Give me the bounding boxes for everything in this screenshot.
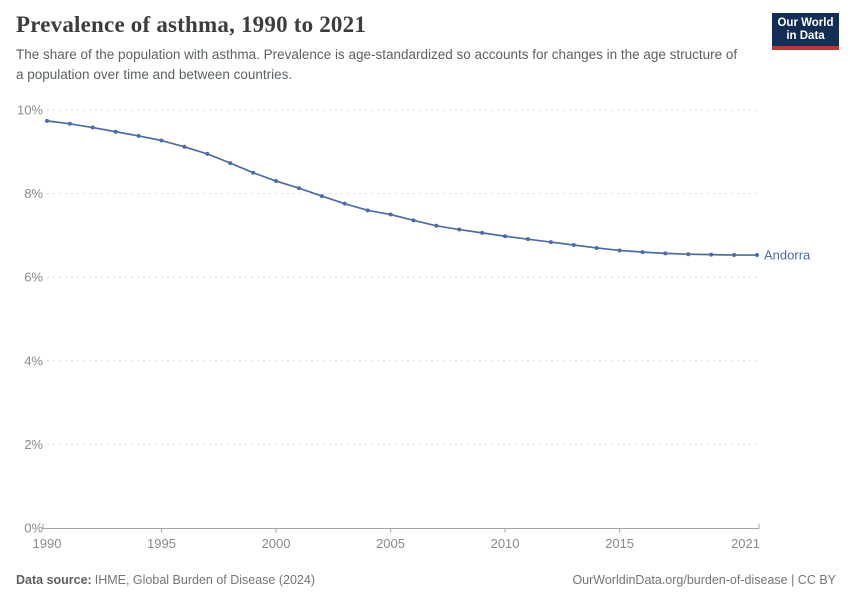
data-point[interactable] — [732, 253, 737, 258]
data-point[interactable] — [594, 245, 599, 250]
data-point[interactable] — [571, 243, 576, 248]
data-point[interactable] — [640, 250, 645, 255]
data-point[interactable] — [45, 118, 49, 123]
series-line-andorra[interactable] — [46, 120, 758, 256]
data-point[interactable] — [113, 129, 118, 134]
data-point[interactable] — [251, 170, 256, 175]
y-tick-label: 10% — [17, 103, 43, 118]
data-point[interactable] — [159, 138, 164, 143]
y-tick-label: 2% — [24, 437, 43, 452]
x-tick-label: 2015 — [605, 536, 634, 551]
chart-subtitle: The share of the population with asthma.… — [16, 47, 738, 83]
data-point[interactable] — [457, 227, 462, 232]
data-point[interactable] — [205, 151, 210, 156]
x-tick-label: 2005 — [376, 536, 405, 551]
owid-logo-line2: in Data — [786, 29, 825, 42]
data-point[interactable] — [67, 121, 72, 126]
chart-footer: Data source: IHME, Global Burden of Disea… — [16, 573, 836, 587]
y-tick-label: 0% — [24, 521, 43, 536]
chart-title: Prevalence of asthma, 1990 to 2021 — [16, 12, 367, 37]
y-tick-label: 8% — [24, 186, 43, 201]
data-point[interactable] — [755, 253, 759, 258]
data-point[interactable] — [296, 186, 301, 191]
x-tick-label: 2000 — [262, 536, 291, 551]
data-point[interactable] — [182, 144, 187, 149]
owid-citation-link[interactable]: OurWorldinData.org/burden-of-disease | C… — [572, 573, 836, 587]
data-point[interactable] — [503, 234, 508, 239]
data-source-label: Data source: — [16, 573, 92, 587]
data-point[interactable] — [365, 208, 370, 213]
data-source-text: IHME, Global Burden of Disease (2024) — [94, 573, 315, 587]
y-tick-label: 6% — [24, 270, 43, 285]
data-point[interactable] — [136, 133, 141, 138]
data-point[interactable] — [709, 252, 714, 257]
x-tick-label: 2010 — [491, 536, 520, 551]
data-point[interactable] — [617, 248, 622, 253]
data-point[interactable] — [434, 223, 439, 228]
data-point[interactable] — [411, 218, 416, 223]
data-source: Data source: IHME, Global Burden of Disea… — [16, 573, 315, 587]
data-point[interactable] — [388, 212, 393, 217]
data-point[interactable] — [90, 125, 95, 130]
data-point[interactable] — [480, 230, 485, 235]
series-label-andorra[interactable]: Andorra — [764, 248, 811, 263]
chart-header: Prevalence of asthma, 1990 to 2021 The s… — [16, 12, 834, 86]
owid-logo[interactable]: Our World in Data — [772, 13, 839, 50]
data-point[interactable] — [274, 179, 279, 184]
x-tick-label: 1995 — [147, 536, 176, 551]
data-point[interactable] — [686, 252, 691, 257]
data-point[interactable] — [525, 237, 530, 242]
data-point[interactable] — [663, 251, 668, 256]
data-point[interactable] — [228, 161, 233, 166]
y-tick-label: 4% — [24, 353, 43, 368]
x-tick-label: 1990 — [33, 536, 62, 551]
x-tick-label: 2021 — [731, 536, 760, 551]
owid-logo-line1: Our World — [777, 16, 834, 29]
data-point[interactable] — [548, 240, 553, 245]
data-point[interactable] — [342, 201, 347, 206]
data-point[interactable] — [319, 194, 324, 199]
